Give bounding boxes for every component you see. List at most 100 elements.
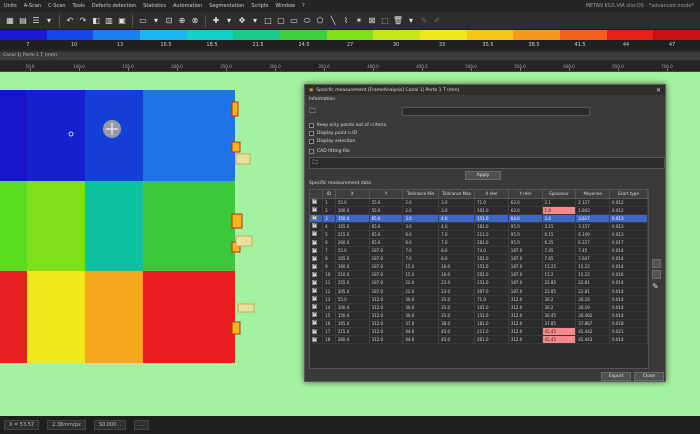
thickness-zone[interactable] <box>143 271 235 363</box>
option-cad-fitting-file[interactable]: CAD fitting file <box>309 149 350 154</box>
row-checkbox[interactable] <box>312 336 317 342</box>
thickness-zone[interactable] <box>27 271 85 363</box>
col-tol-max[interactable]: Tolérance Max <box>438 190 476 199</box>
option-display-selection[interactable]: Display selection <box>309 139 355 144</box>
display-selection-checkbox[interactable] <box>309 139 314 144</box>
thickness-zone[interactable] <box>27 90 85 181</box>
layers-icon[interactable]: ▥ <box>105 15 113 25</box>
redo-icon[interactable]: ↷ <box>79 15 87 25</box>
select-icon[interactable]: ⬚ <box>381 15 389 25</box>
brush-icon[interactable]: ✐ <box>433 15 441 25</box>
row-checkbox-cell[interactable] <box>310 206 324 215</box>
ellipse-icon[interactable]: ⬭ <box>303 15 311 25</box>
row-checkbox[interactable] <box>312 319 317 326</box>
row-checkbox-cell[interactable] <box>310 295 324 304</box>
row-checkbox-cell[interactable] <box>310 222 324 231</box>
row-checkbox-cell[interactable] <box>310 238 324 248</box>
close-icon[interactable]: ✕ <box>655 86 661 94</box>
col-y-reel[interactable]: Y réel <box>508 190 543 199</box>
square-icon[interactable]: ▭ <box>290 15 298 25</box>
export-button[interactable]: Export <box>601 372 631 381</box>
menu-item-statistics[interactable]: Statistics <box>143 3 166 9</box>
side-button-1[interactable] <box>652 259 661 268</box>
row-checkbox-cell[interactable] <box>310 278 324 288</box>
zoom-in-icon[interactable]: ⊕ <box>178 15 186 25</box>
menu-item-ascan[interactable]: A-Scan <box>23 3 42 9</box>
menu-item-segmentation[interactable]: Segmentation <box>209 3 245 9</box>
row-checkbox[interactable] <box>312 230 317 237</box>
col-tol-min[interactable]: Tolérance Min <box>402 190 440 199</box>
display-icon[interactable]: ▭ <box>139 15 147 25</box>
row-checkbox-cell[interactable] <box>310 287 324 296</box>
thickness-zone[interactable] <box>85 181 143 271</box>
row-checkbox[interactable] <box>312 222 317 229</box>
thickness-zone[interactable] <box>27 181 85 271</box>
row-checkbox-cell[interactable] <box>310 303 324 312</box>
magic-wand-icon[interactable]: ✶ <box>355 15 363 25</box>
row-checkbox[interactable] <box>312 239 317 245</box>
menu-item-automation[interactable]: Automation <box>173 3 203 9</box>
row-checkbox-cell[interactable] <box>310 246 324 256</box>
col-id[interactable]: ID <box>322 190 336 199</box>
row-checkbox-cell[interactable] <box>310 319 324 329</box>
col-x-reel[interactable]: X réel <box>474 190 509 199</box>
palette-icon[interactable]: ◧ <box>92 15 100 25</box>
table-row[interactable]: 12305.0187.022.023.0307.0187.022.8522.81… <box>310 287 648 296</box>
menu-item-help[interactable]: ? <box>302 3 305 9</box>
row-checkbox[interactable] <box>312 255 317 261</box>
crosshair-icon[interactable]: ✚ <box>212 15 220 25</box>
table-row[interactable]: 14100.0312.030.031.0101.0312.030.230.190… <box>310 303 648 312</box>
thickness-zone[interactable] <box>0 181 27 271</box>
menu-item-window[interactable]: Window <box>275 3 296 9</box>
row-checkbox[interactable] <box>312 247 317 253</box>
menu-item-units[interactable]: Units <box>4 3 17 9</box>
row-checkbox[interactable] <box>312 287 317 294</box>
row-checkbox-cell[interactable] <box>310 262 324 272</box>
thickness-zone[interactable] <box>143 90 235 181</box>
table-row[interactable]: 18260.0312.044.045.0261.0312.045.4545.44… <box>310 335 648 345</box>
menu-item-tools[interactable]: Tools <box>72 3 85 9</box>
menu-item-defects-detection[interactable]: Defects detection <box>91 3 137 9</box>
row-checkbox[interactable] <box>312 198 317 205</box>
polygon-icon[interactable]: ⬠ <box>316 15 324 25</box>
row-checkbox[interactable] <box>312 214 317 221</box>
dropdown-icon[interactable]: ▾ <box>252 15 257 25</box>
cad-fitting-file-checkbox[interactable] <box>309 149 314 154</box>
table-icon[interactable]: ▤ <box>19 15 27 25</box>
row-checkbox-cell[interactable] <box>310 214 324 223</box>
row-checkbox-cell[interactable] <box>310 270 324 280</box>
row-checkbox[interactable] <box>312 206 317 213</box>
rounded-rectangle-icon[interactable]: ▢ <box>277 15 285 25</box>
edit-icon[interactable]: ✎ <box>652 282 659 291</box>
rgb-icon[interactable]: ▣ <box>118 15 126 25</box>
thickness-zone[interactable] <box>85 271 143 363</box>
table-row[interactable]: 16165.0312.037.038.0181.0312.037.8537.86… <box>310 319 648 329</box>
option-keep-out-of-criteria[interactable]: Keep only points out of criteria <box>309 123 386 128</box>
row-checkbox[interactable] <box>312 263 317 269</box>
table-row[interactable]: 15150.0312.030.031.0151.0312.030.4530.46… <box>310 311 648 320</box>
thickness-zone[interactable] <box>143 181 235 271</box>
col-x[interactable]: X <box>335 190 370 199</box>
row-checkbox-cell[interactable] <box>310 198 324 207</box>
close-button[interactable]: Close <box>634 372 664 381</box>
row-checkbox[interactable] <box>312 328 317 334</box>
row-checkbox-cell[interactable] <box>310 230 324 239</box>
undo-icon[interactable]: ↶ <box>66 15 74 25</box>
row-checkbox[interactable] <box>312 271 317 277</box>
edit-icon[interactable]: ✎ <box>420 15 428 25</box>
folder-icon[interactable]: 🗀 <box>312 159 319 166</box>
list-icon[interactable]: ☰ <box>32 15 40 25</box>
row-checkbox-cell[interactable] <box>310 311 324 320</box>
dropdown-icon[interactable]: ▾ <box>46 15 51 25</box>
col-ecart-type[interactable]: Ecart type <box>609 190 648 199</box>
file-path-field[interactable] <box>402 107 590 116</box>
col-moyenne[interactable]: Moyenne <box>575 190 611 199</box>
zoom-fit-icon[interactable]: ⊡ <box>165 15 173 25</box>
dropdown-icon[interactable]: ▾ <box>226 15 231 25</box>
dropdown-icon[interactable]: ▾ <box>153 15 158 25</box>
